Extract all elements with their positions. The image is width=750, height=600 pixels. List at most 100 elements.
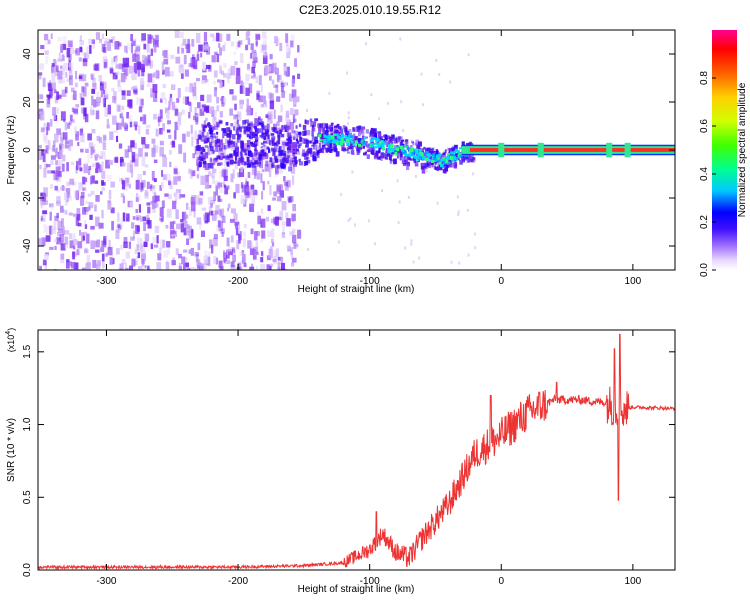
spectrogram-noise-cell: [293, 242, 297, 249]
spectrogram-band-cell: [303, 152, 306, 158]
spectrogram-band-cell: [275, 130, 279, 134]
spectrogram-noise-cell: [263, 95, 266, 105]
spectrogram-noise-cell: [297, 73, 301, 80]
spectrogram-noise-cell: [236, 111, 242, 121]
spectrogram-noise-cell: [175, 209, 179, 220]
spectrogram-noise-cell: [101, 180, 105, 186]
spectrogram-noise-cell: [213, 80, 216, 85]
spectrogram-noise-cell: [44, 40, 48, 45]
spectrogram-core-cell: [406, 146, 410, 151]
spectrogram-band-cell: [405, 139, 408, 142]
snr-y-tick-label: 0.5: [22, 490, 33, 504]
spectrogram-noise-cell: [73, 189, 79, 199]
spectrogram-band-cell: [303, 160, 306, 166]
spectrogram-noise-cell: [151, 203, 156, 210]
spectrogram-band-cell: [222, 155, 226, 159]
spectrogram-noise-cell: [218, 260, 223, 269]
spectrogram-noise-cell: [45, 235, 51, 242]
spectrogram-noise-cell: [175, 56, 181, 64]
spectrogram-noise-cell: [221, 96, 225, 104]
spectrogram-core-cell: [375, 138, 379, 143]
spectrogram-noise-cell: [164, 107, 169, 114]
spectrogram-noise-cell: [272, 197, 276, 201]
spectrogram-band-cell: [417, 141, 422, 147]
spectrogram-noise-cell: [79, 167, 83, 172]
spectrogram-noise-cell: [227, 207, 230, 212]
spectrogram-noise-cell: [194, 195, 200, 205]
spectrogram-noise-cell: [143, 43, 147, 50]
spectrogram-noise-cell: [185, 202, 189, 210]
spectrogram-scatter-cell: [374, 242, 377, 246]
spectrogram-noise-cell: [204, 212, 210, 223]
spectrogram-noise-cell: [116, 135, 119, 143]
snr-series-line: [38, 333, 675, 570]
spectrogram-scatter-cell: [370, 93, 373, 97]
spectrogram-core-cell: [319, 139, 323, 142]
spectrogram-noise-cell: [213, 70, 218, 78]
spectrogram-noise-cell: [207, 146, 211, 156]
spectrogram-band-cell: [240, 140, 244, 147]
spectrogram-core-cell: [414, 149, 418, 153]
spectrogram-noise-cell: [290, 167, 296, 174]
spectrogram-noise-cell: [121, 111, 124, 116]
spectrogram-noise-cell: [103, 94, 109, 100]
spectrogram-noise-cell: [91, 129, 96, 134]
spectrogram-band-cell: [200, 138, 205, 142]
spectrogram-noise-cell: [131, 73, 137, 81]
spectrogram-noise-cell: [151, 171, 155, 178]
spectrogram-noise-cell: [204, 43, 209, 52]
spectrogram-core-cell: [410, 147, 414, 151]
spectrogram-noise-cell: [115, 229, 120, 239]
spectrogram-band-cell: [249, 136, 252, 139]
spectrogram-noise-cell: [152, 38, 156, 47]
spectrogram-noise-cell: [38, 94, 41, 100]
spectrogram-band-cell: [371, 147, 376, 152]
spectrogram-band-cell: [295, 138, 299, 142]
spectrogram-band-cell: [239, 151, 243, 157]
spectrogram-band-cell: [409, 158, 414, 161]
spectrogram-noise-cell: [38, 108, 44, 113]
spectrogram-band-cell: [258, 156, 261, 162]
spectrogram-band-cell: [219, 120, 223, 124]
spectrogram-core-cell: [453, 156, 457, 160]
spectrogram-core-cell: [337, 135, 341, 139]
spectrogram-noise-cell: [42, 153, 46, 163]
spectrogram-band-cell: [385, 142, 390, 148]
spectrogram-noise-cell: [122, 122, 127, 128]
spectrogram-noise-cell: [128, 183, 132, 189]
spectrogram-noise-cell: [106, 41, 112, 51]
spectrogram-band-cell: [260, 142, 264, 145]
spectrogram-noise-cell: [264, 164, 270, 172]
spectrogram-band-cell: [210, 125, 213, 129]
colorbar-tick-label: 0.0: [699, 263, 710, 277]
spectrogram-noise-cell: [251, 66, 255, 74]
spectrogram-band-cell: [292, 160, 297, 163]
spectrogram-noise-cell: [181, 256, 186, 265]
spectrogram-noise-cell: [280, 104, 283, 113]
spectrogram-noise-cell: [131, 151, 136, 162]
spectrogram-noise-cell: [137, 252, 141, 258]
spectrogram-noise-cell: [149, 35, 154, 40]
spectrogram-noise-cell: [79, 35, 82, 42]
spectrogram-noise-cell: [124, 262, 128, 270]
spectrogram-noise-cell: [239, 104, 243, 110]
spectrogram-noise-cell: [96, 263, 101, 270]
spectrogram-core-cell: [349, 138, 353, 142]
spectrogram-band-cell: [359, 129, 363, 133]
spectrogram-noise-cell: [111, 36, 116, 41]
spectrogram-noise-cell: [277, 74, 282, 81]
spectrogram-core-cell: [401, 145, 405, 149]
spectrogram-noise-cell: [221, 79, 225, 87]
spectrogram-noise-cell: [162, 154, 166, 158]
spectrogram-noise-cell: [208, 171, 212, 177]
spectrogram-noise-cell: [60, 186, 66, 191]
spectrogram-noise-cell: [277, 256, 283, 261]
spectrogram-noise-cell: [285, 33, 289, 43]
spectrogram-core-cell: [444, 156, 448, 160]
spectrogram-noise-cell: [173, 176, 178, 185]
spectrogram-noise-cell: [269, 53, 273, 60]
spectrogram-noise-cell: [190, 57, 195, 68]
spectrogram-noise-cell: [93, 101, 99, 108]
spectrogram-band-cell: [318, 142, 322, 147]
spectrogram-core-cell: [408, 151, 412, 154]
